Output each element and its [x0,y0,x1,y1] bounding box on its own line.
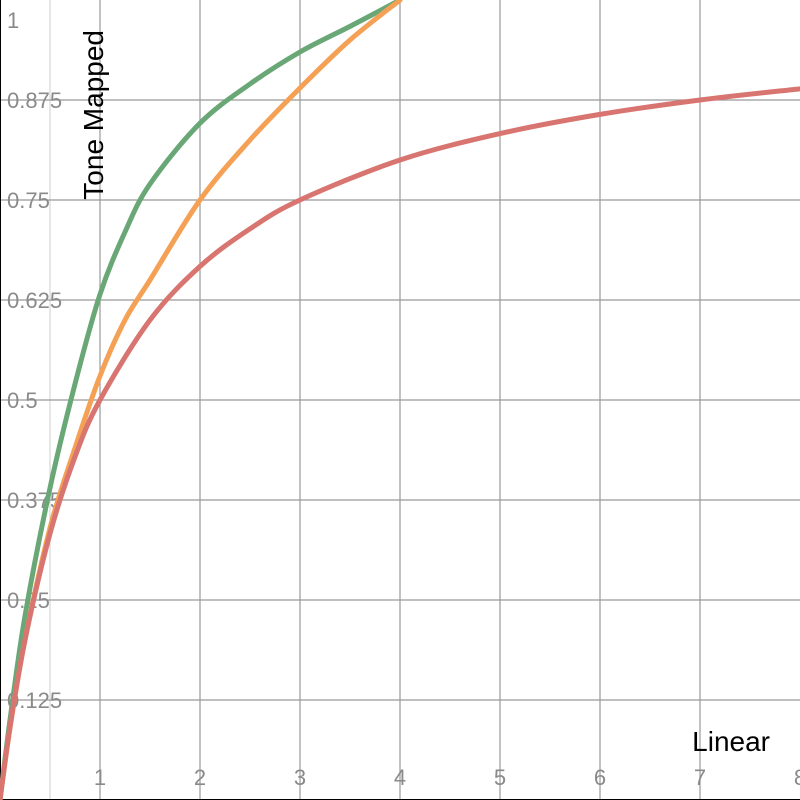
y-axis-title: Tone Mapped [78,30,109,200]
y-tick-label: 0.625 [7,288,62,313]
x-tick-label: 4 [394,765,406,790]
y-tick-label: 0.5 [7,388,38,413]
y-tick-label: 0.75 [7,188,50,213]
x-tick-label: 6 [594,765,606,790]
y-tick-label: 1 [7,8,19,33]
x-tick-labels: 1 2 3 4 5 6 7 8 [94,765,800,790]
x-tick-label: 1 [94,765,106,790]
x-tick-label: 5 [494,765,506,790]
series-line-1 [0,0,403,800]
series-line-3 [0,86,800,800]
x-tick-label: 7 [694,765,706,790]
x-tick-label: 3 [294,765,306,790]
x-tick-label: 8 [794,765,800,790]
x-tick-label: 2 [194,765,206,790]
x-axis-title: Linear [692,726,770,757]
y-tick-label: 0.875 [7,88,62,113]
